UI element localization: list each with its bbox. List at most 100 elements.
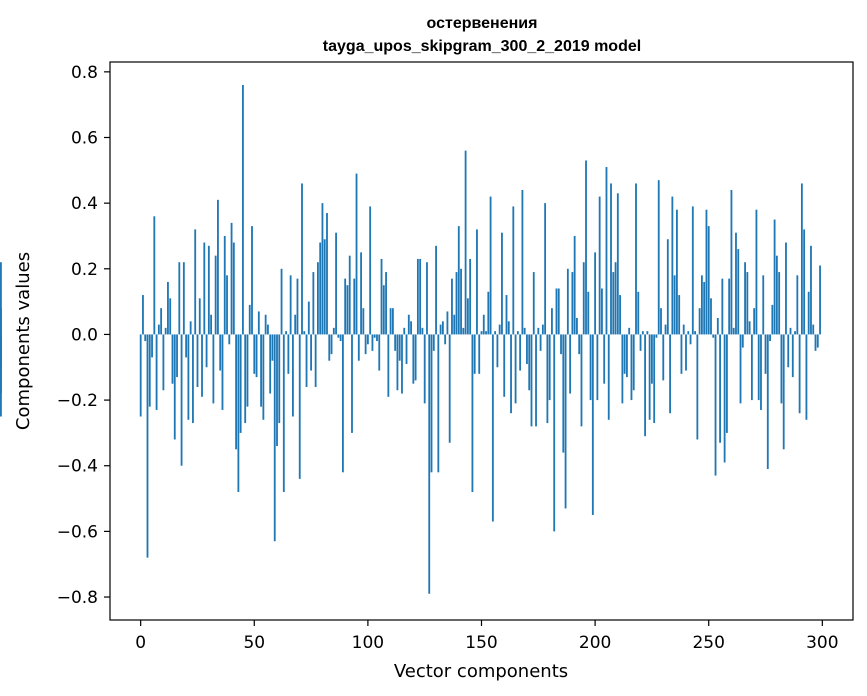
bar-78 — [316, 262, 319, 335]
bar-199 — [591, 334, 594, 515]
bar-204 — [603, 334, 606, 384]
bar-170 — [526, 334, 528, 364]
bar-129 — [432, 334, 435, 351]
bar-29 — [205, 334, 208, 368]
bar-171 — [528, 334, 531, 391]
bar-236 — [676, 209, 678, 335]
bar-185 — [560, 334, 562, 355]
bar-293 — [805, 334, 808, 420]
bar-143 — [464, 150, 467, 335]
bar-53 — [260, 334, 263, 407]
bar-42 — [235, 334, 238, 450]
y-tick-label: −0.8 — [57, 588, 98, 608]
y-tick-label: 0.0 — [71, 325, 98, 345]
bar-76 — [312, 272, 315, 335]
bar-111 — [391, 308, 394, 335]
bar-17 — [178, 262, 181, 335]
bar-253 — [714, 334, 717, 476]
bar-149 — [478, 334, 481, 374]
bar-112 — [394, 334, 397, 351]
bar-146 — [471, 334, 474, 492]
bar-10 — [162, 334, 165, 391]
bar-245 — [696, 334, 699, 440]
bar-77 — [314, 334, 317, 387]
bar-166 — [516, 331, 519, 335]
bar-18 — [180, 334, 183, 466]
bar-125 — [423, 334, 426, 404]
x-tick-label: 150 — [465, 633, 497, 653]
bar-92 — [348, 255, 351, 335]
bar-194 — [580, 334, 583, 427]
bar-20 — [185, 334, 188, 358]
bars-group — [0, 84, 821, 594]
bar-191 — [573, 235, 576, 335]
bar-285 — [787, 334, 790, 368]
bar-7 — [155, 334, 158, 410]
bar-181 — [551, 308, 553, 335]
bar-291 — [800, 183, 803, 335]
bar-205 — [605, 167, 608, 335]
bar-33 — [214, 255, 217, 335]
bar-284 — [785, 242, 787, 335]
bar-150 — [480, 331, 483, 335]
y-tick-label: 0.6 — [71, 128, 98, 148]
bar-121 — [414, 334, 417, 381]
bar-68 — [294, 314, 297, 335]
bar-87 — [337, 334, 340, 338]
chart-title: остервенения — [427, 15, 538, 32]
bar-22 — [189, 321, 192, 335]
bar-106 — [380, 258, 383, 335]
bar-undefined — [0, 334, 2, 394]
bar-268 — [748, 321, 751, 335]
bar-90 — [344, 278, 347, 335]
bar-120 — [412, 334, 415, 384]
bar-110 — [389, 308, 392, 335]
bar-247 — [700, 275, 703, 335]
plot-frame — [109, 61, 854, 621]
bar-177 — [541, 324, 544, 335]
bar-59 — [273, 334, 276, 542]
bar-136 — [448, 334, 451, 443]
bar-211 — [619, 295, 622, 335]
bar-56 — [267, 324, 269, 335]
bar-84 — [330, 334, 333, 355]
bar-105 — [378, 334, 381, 371]
bar-100 — [366, 334, 369, 345]
bar-4 — [148, 334, 151, 407]
bar-220 — [639, 334, 642, 351]
bar-254 — [716, 318, 719, 335]
bar-134 — [444, 334, 447, 345]
bar-138 — [453, 314, 456, 335]
bar-69 — [296, 278, 299, 335]
bar-221 — [641, 331, 644, 335]
bar-65 — [287, 334, 290, 374]
bar-257 — [723, 334, 726, 463]
bar-116 — [403, 327, 406, 335]
bar-49 — [251, 226, 253, 335]
bar-156 — [494, 331, 497, 335]
bar-12 — [167, 281, 169, 335]
bar-6 — [153, 216, 156, 335]
bar-240 — [685, 334, 687, 371]
bar-70 — [298, 334, 301, 479]
bar-61 — [278, 334, 281, 424]
bar-48 — [248, 304, 251, 335]
bar-223 — [646, 331, 649, 335]
bar-287 — [791, 334, 794, 378]
bar-123 — [419, 258, 422, 335]
y-tick-label: 0.8 — [71, 63, 98, 83]
bar-176 — [539, 334, 542, 351]
bar-undefined — [0, 262, 2, 335]
bar-21 — [187, 334, 190, 420]
bar-89 — [341, 334, 344, 473]
bar-137 — [451, 278, 453, 335]
bar-43 — [237, 334, 240, 492]
bar-104 — [376, 334, 378, 341]
chart-subtitle: tayga_upos_skipgram_300_2_2019 model — [323, 38, 641, 55]
bar-undefined — [0, 308, 2, 335]
bar-271 — [755, 209, 758, 335]
bar-14 — [171, 334, 174, 384]
bar-183 — [555, 288, 558, 335]
bar-133 — [441, 321, 444, 335]
